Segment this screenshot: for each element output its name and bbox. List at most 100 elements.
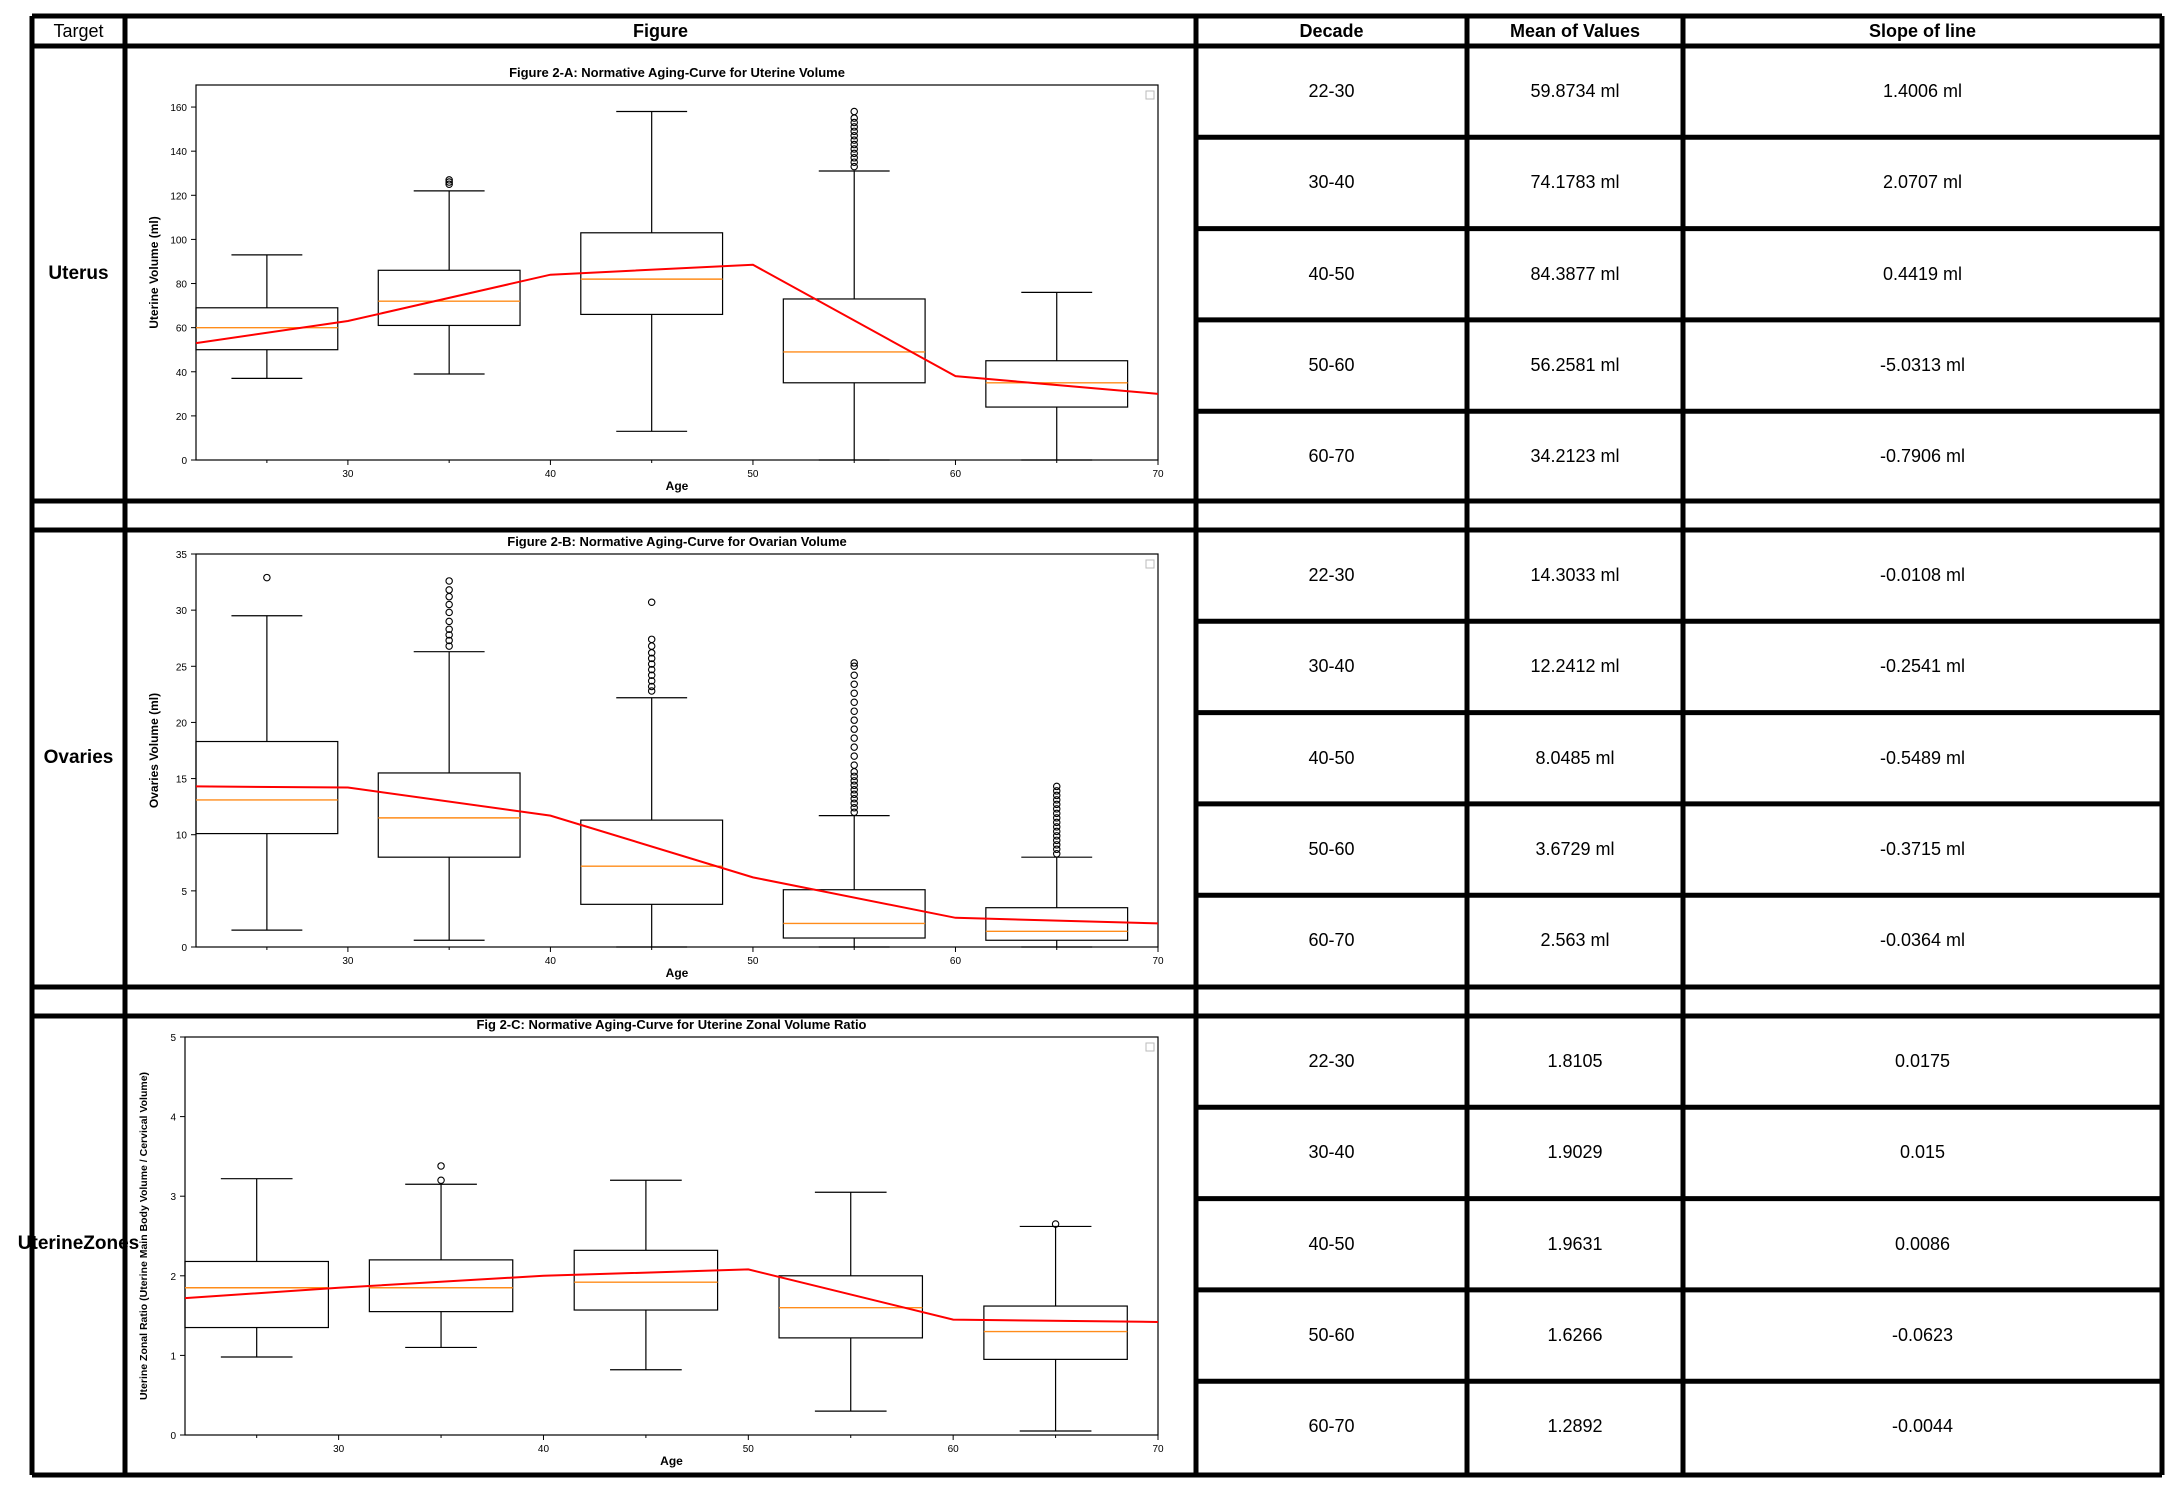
y-tick-label: 15 bbox=[176, 775, 188, 786]
outlier-point bbox=[850, 158, 858, 166]
x-tick-label: 40 bbox=[545, 956, 557, 967]
mean-cell: 1.2892 bbox=[1547, 1416, 1603, 1437]
y-tick-label: 1 bbox=[170, 1351, 176, 1362]
outlier-point bbox=[850, 761, 858, 769]
outlier-point bbox=[850, 743, 858, 751]
decade-cell: 40-50 bbox=[1308, 747, 1355, 768]
y-tick-label: 20 bbox=[176, 718, 188, 729]
outlier-point bbox=[850, 698, 858, 706]
decade-cell: 60-70 bbox=[1308, 1416, 1355, 1437]
outlier-point bbox=[1052, 791, 1061, 800]
decade-cell: 50-60 bbox=[1308, 1325, 1355, 1346]
box-iqr bbox=[377, 772, 521, 858]
x-tick-label: 70 bbox=[1152, 469, 1164, 480]
outlier-point bbox=[850, 808, 858, 817]
x-tick-label: 60 bbox=[950, 956, 962, 967]
outlier-point bbox=[445, 608, 453, 617]
slope-cell: -0.0364 ml bbox=[1879, 930, 1966, 951]
outlier-point bbox=[445, 600, 453, 609]
box-iqr bbox=[985, 907, 1129, 941]
box-iqr bbox=[782, 889, 926, 939]
y-tick-label: 5 bbox=[181, 887, 187, 898]
header-target: Target bbox=[53, 20, 104, 41]
x-tick-label: 50 bbox=[747, 956, 759, 967]
outlier-point bbox=[647, 677, 656, 685]
outlier-point bbox=[647, 682, 656, 691]
box-iqr bbox=[580, 819, 724, 905]
y-tick-label: 10 bbox=[176, 831, 188, 842]
decade-cell: 22-30 bbox=[1308, 1051, 1355, 1072]
outlier-point bbox=[850, 781, 858, 790]
header-figure: Figure bbox=[632, 20, 688, 41]
outlier-point bbox=[1052, 841, 1061, 849]
y-axis-label: Ovaries Volume (ml) bbox=[147, 693, 161, 808]
outlier-point bbox=[1052, 836, 1061, 845]
outlier-point bbox=[850, 790, 858, 799]
mean-cell: 12.2412 ml bbox=[1530, 656, 1620, 677]
y-tick-label: 2 bbox=[170, 1272, 176, 1283]
y-tick-label: 140 bbox=[170, 147, 187, 158]
section-label-line: Ovaries bbox=[43, 747, 114, 769]
decade-cell: 60-70 bbox=[1308, 930, 1355, 951]
outlier-point bbox=[850, 145, 858, 153]
outlier-point bbox=[647, 671, 656, 680]
outlier-point bbox=[850, 118, 858, 127]
decade-cell: 22-30 bbox=[1308, 81, 1355, 102]
x-tick-label: 60 bbox=[948, 1444, 960, 1455]
outlier-point bbox=[437, 1162, 445, 1170]
box-iqr bbox=[368, 1259, 514, 1313]
outlier-point bbox=[850, 123, 858, 131]
outlier-point bbox=[437, 1176, 445, 1185]
slope-cell: 0.0086 bbox=[1894, 1233, 1951, 1254]
mean-cell: 1.6266 bbox=[1547, 1325, 1603, 1346]
box-group bbox=[573, 1179, 719, 1371]
box-plot-chart: Fig 2-C: Normative Aging-Curve for Uteri… bbox=[138, 1017, 1164, 1468]
x-tick-label: 40 bbox=[538, 1444, 550, 1455]
outlier-point bbox=[1052, 845, 1061, 854]
legend-box bbox=[1145, 90, 1155, 100]
box-group bbox=[368, 1162, 514, 1349]
box-plot-chart: Figure 2-A: Normative Aging-Curve for Ut… bbox=[147, 65, 1164, 493]
outlier-point bbox=[647, 642, 656, 650]
y-tick-label: 35 bbox=[176, 550, 188, 561]
box-group bbox=[184, 1178, 329, 1358]
y-tick-label: 5 bbox=[170, 1033, 176, 1044]
outlier-point bbox=[1052, 850, 1061, 858]
mean-cell: 2.563 ml bbox=[1540, 930, 1610, 951]
box-group bbox=[782, 107, 926, 461]
decade-cell: 40-50 bbox=[1308, 1233, 1355, 1254]
outlier-point bbox=[1052, 805, 1061, 813]
section-label: Uterus bbox=[32, 46, 125, 503]
outlier-point bbox=[1052, 818, 1061, 827]
outlier-point bbox=[647, 598, 656, 607]
section-label-line: Uterine bbox=[17, 1233, 84, 1255]
outlier-point bbox=[445, 625, 453, 633]
slope-cell: -5.0313 ml bbox=[1879, 355, 1966, 376]
outlier-point bbox=[1052, 782, 1061, 791]
decade-cell: 30-40 bbox=[1308, 172, 1355, 193]
slope-cell: -0.0108 ml bbox=[1879, 565, 1966, 586]
outlier-point bbox=[445, 586, 453, 594]
x-axis-label: Age bbox=[666, 966, 689, 980]
box-group bbox=[580, 598, 724, 948]
section-label-line: Uterus bbox=[48, 263, 109, 285]
box-group bbox=[985, 782, 1129, 948]
section-label: Uterine Zones bbox=[18, 1016, 139, 1473]
outlier-point bbox=[850, 154, 858, 162]
decade-cell: 50-60 bbox=[1308, 355, 1355, 376]
outlier-point bbox=[850, 777, 858, 785]
box-iqr bbox=[985, 360, 1129, 408]
mean-cell: 74.1783 ml bbox=[1530, 172, 1620, 193]
outlier-point bbox=[445, 631, 453, 639]
x-tick-label: 70 bbox=[1152, 1444, 1164, 1455]
decade-cell: 60-70 bbox=[1308, 446, 1355, 467]
outlier-point bbox=[850, 149, 858, 158]
y-tick-label: 4 bbox=[170, 1113, 176, 1124]
decade-cell: 22-30 bbox=[1308, 565, 1355, 586]
y-axis-label: Uterine Volume (ml) bbox=[147, 216, 161, 328]
y-tick-label: 120 bbox=[170, 191, 187, 202]
box-group bbox=[782, 659, 926, 948]
outlier-point bbox=[850, 804, 858, 812]
outlier-point bbox=[850, 716, 858, 724]
x-tick-label: 70 bbox=[1152, 956, 1164, 967]
